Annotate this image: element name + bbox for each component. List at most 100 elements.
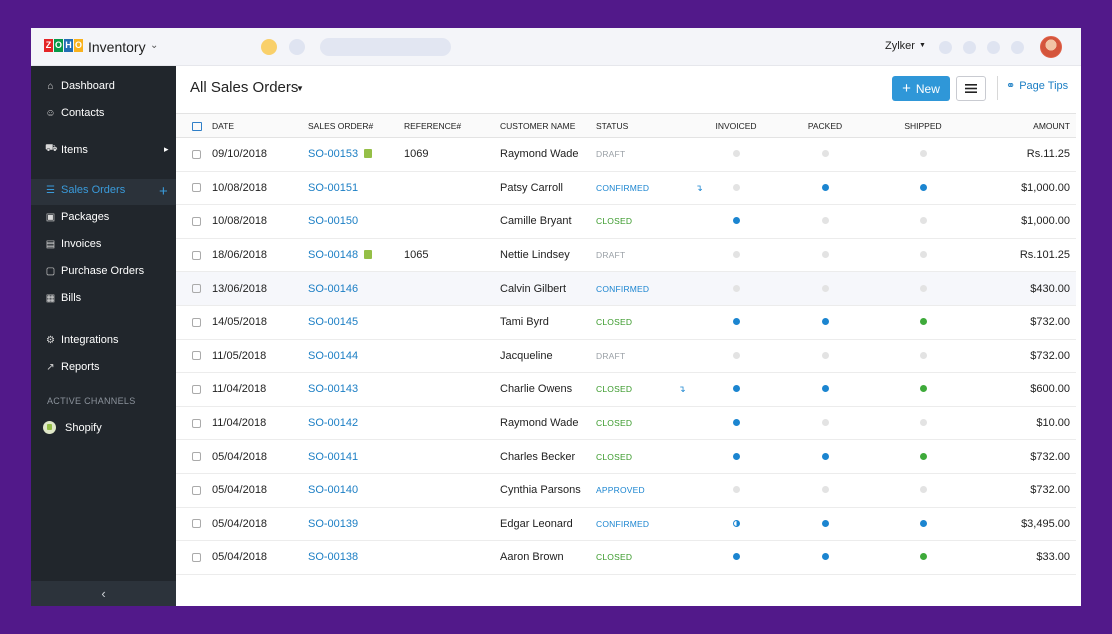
packed-status-dot	[821, 351, 829, 359]
row-checkbox[interactable]	[192, 217, 201, 227]
table-row[interactable]: 18/06/2018 SO-00148 1065 Nettie Lindsey DRAF…	[176, 238, 1076, 273]
topbar-icon-3[interactable]	[987, 41, 1000, 54]
amount-cell: Rs.11.25	[972, 137, 1076, 172]
table-row[interactable]: 11/04/2018 SO-00142 Raymond Wade CLOSED $10.…	[176, 406, 1076, 441]
table-row[interactable]: 05/04/2018 SO-00140 Cynthia Parsons APPROVE…	[176, 473, 1076, 508]
row-checkbox[interactable]	[192, 317, 201, 327]
sidebar-item-reports[interactable]: ↗ Reports	[46, 361, 100, 373]
status-badge: DRAFT	[596, 350, 626, 361]
table-row[interactable]: 13/06/2018 SO-00146 Calvin Gilbert CONFIRME…	[176, 271, 1076, 306]
sales-order-link[interactable]: SO-00144	[308, 349, 359, 362]
sales-order-link[interactable]: SO-00150	[308, 215, 359, 228]
search-bar[interactable]	[320, 38, 451, 56]
sidebar-item-packages[interactable]: ▣ Packages	[45, 211, 110, 223]
table-row[interactable]: 09/10/2018 SO-00153 1069 Raymond Wade DRAFT R…	[176, 137, 1076, 172]
table-row[interactable]: 11/04/2018 SO-00143 Charlie Owens CLOSED ↴ $6…	[176, 372, 1076, 407]
header-sales-order[interactable]: SALES ORDER#	[308, 113, 404, 138]
view-dropdown-caret-icon[interactable]: ▼	[296, 84, 304, 93]
sales-order-link[interactable]: SO-00143	[308, 383, 359, 396]
sales-order-link[interactable]: SO-00148	[308, 249, 359, 262]
amount-cell: $732.00	[972, 473, 1076, 508]
sidebar-item-contacts[interactable]: ☺ Contacts	[45, 107, 105, 119]
header-amount[interactable]: AMOUNT	[972, 113, 1076, 138]
row-checkbox[interactable]	[192, 385, 201, 395]
sidebar-item-dashboard[interactable]: ⌂ Dashboard	[45, 80, 114, 92]
invoiced-status-dot	[732, 150, 740, 158]
row-checkbox[interactable]	[192, 351, 201, 361]
new-button[interactable]: + New	[892, 76, 950, 101]
invoiced-cell	[696, 439, 776, 474]
sales-order-link[interactable]: SO-00145	[308, 316, 359, 329]
table-row[interactable]: 05/04/2018 SO-00141 Charles Becker CLOSED $7…	[176, 439, 1076, 474]
header-status[interactable]: STATUS	[596, 113, 696, 138]
notification-circle-icon[interactable]	[261, 39, 277, 55]
sidebar-item-bills[interactable]: ▦ Bills	[45, 292, 82, 304]
header-packed[interactable]: PACKED	[776, 113, 874, 138]
org-dropdown-caret-icon[interactable]: ▼	[919, 42, 926, 49]
header-reference[interactable]: REFERENCE#	[404, 113, 500, 138]
sales-order-link[interactable]: SO-00153	[308, 148, 359, 161]
chart-icon: ↗	[46, 361, 55, 373]
organization-name[interactable]: Zylker	[885, 40, 915, 52]
invoiced-status-dot	[732, 251, 740, 259]
row-checkbox[interactable]	[192, 418, 201, 428]
table-row[interactable]: 05/04/2018 SO-00138 Aaron Brown CLOSED $33.0…	[176, 540, 1076, 575]
header-customer-name[interactable]: CUSTOMER NAME	[500, 113, 596, 138]
topbar-icon-4[interactable]	[1011, 41, 1024, 54]
sidebar-item-purchase-orders[interactable]: ▢ Purchase Orders	[45, 265, 145, 277]
row-checkbox[interactable]	[192, 485, 201, 495]
sales-order-link[interactable]: SO-00140	[308, 484, 359, 497]
sales-order-link[interactable]: SO-00139	[308, 517, 359, 530]
sales-order-link[interactable]: SO-00141	[308, 450, 359, 463]
column-settings-icon[interactable]	[192, 121, 202, 131]
row-checkbox[interactable]	[192, 149, 201, 159]
sales-order-link[interactable]: SO-00151	[308, 181, 359, 194]
header-date[interactable]: DATE	[212, 113, 308, 138]
sidebar-item-shopify[interactable]: Shopify	[43, 421, 102, 434]
collapse-sidebar-button[interactable]: ‹	[31, 581, 176, 606]
packed-status-dot	[821, 486, 829, 494]
invoiced-status-dot	[732, 217, 740, 225]
sidebar-item-invoices[interactable]: ▤ Invoices	[45, 238, 102, 250]
date-cell: 09/10/2018	[212, 137, 308, 172]
topbar-icon-1[interactable]	[939, 41, 952, 54]
items-expand-arrow-icon[interactable]: ▸	[164, 144, 169, 154]
invoiced-status-dot	[732, 183, 740, 191]
row-checkbox[interactable]	[192, 452, 201, 462]
table-row[interactable]: 10/08/2018 SO-00151 Patsy Carroll CONFIRMED…	[176, 171, 1076, 206]
user-avatar[interactable]	[1040, 36, 1062, 58]
app-switcher-chevron-icon[interactable]: ⌄	[150, 40, 159, 51]
header-invoiced[interactable]: INVOICED	[696, 113, 776, 138]
app-name[interactable]: Inventory	[88, 39, 146, 55]
shopify-icon	[43, 421, 56, 434]
sidebar-item-items[interactable]: ⛟ Items	[45, 143, 88, 156]
column-settings-cell[interactable]	[176, 113, 212, 138]
row-checkbox[interactable]	[192, 553, 201, 563]
sidebar-item-integrations[interactable]: ⚙ Integrations	[46, 334, 119, 346]
date-cell: 11/04/2018	[212, 372, 308, 407]
row-checkbox[interactable]	[192, 250, 201, 260]
table-row[interactable]: 10/08/2018 SO-00150 Camille Bryant CLOSED $1…	[176, 204, 1076, 239]
add-sales-order-icon[interactable]: +	[159, 183, 168, 200]
row-checkbox[interactable]	[192, 284, 201, 294]
sales-order-link[interactable]: SO-00142	[308, 417, 359, 430]
shipped-cell	[874, 305, 972, 340]
date-cell: 05/04/2018	[212, 473, 308, 508]
sales-order-link[interactable]: SO-00138	[308, 551, 359, 564]
table-row[interactable]: 05/04/2018 SO-00139 Edgar Leonard CONFIRMED…	[176, 507, 1076, 542]
placeholder-circle-icon[interactable]	[289, 39, 305, 55]
table-row[interactable]: 14/05/2018 SO-00145 Tami Byrd CLOSED $732.00	[176, 305, 1076, 340]
page-tips-link[interactable]: ⚭ Page Tips	[1006, 79, 1069, 93]
topbar-icon-2[interactable]	[963, 41, 976, 54]
view-title[interactable]: All Sales Orders	[190, 79, 299, 96]
row-checkbox-cell	[176, 507, 212, 542]
table-row[interactable]: 11/05/2018 SO-00144 Jacqueline DRAFT $732.00	[176, 339, 1076, 374]
header-shipped[interactable]: SHIPPED	[874, 113, 972, 138]
shipped-cell	[874, 204, 972, 239]
row-checkbox[interactable]	[192, 519, 201, 529]
row-checkbox[interactable]	[192, 183, 201, 193]
more-menu-button[interactable]	[956, 76, 986, 101]
sidebar-item-sales-orders[interactable]: ☰ Sales Orders	[46, 184, 126, 196]
sales-order-link[interactable]: SO-00146	[308, 282, 359, 295]
